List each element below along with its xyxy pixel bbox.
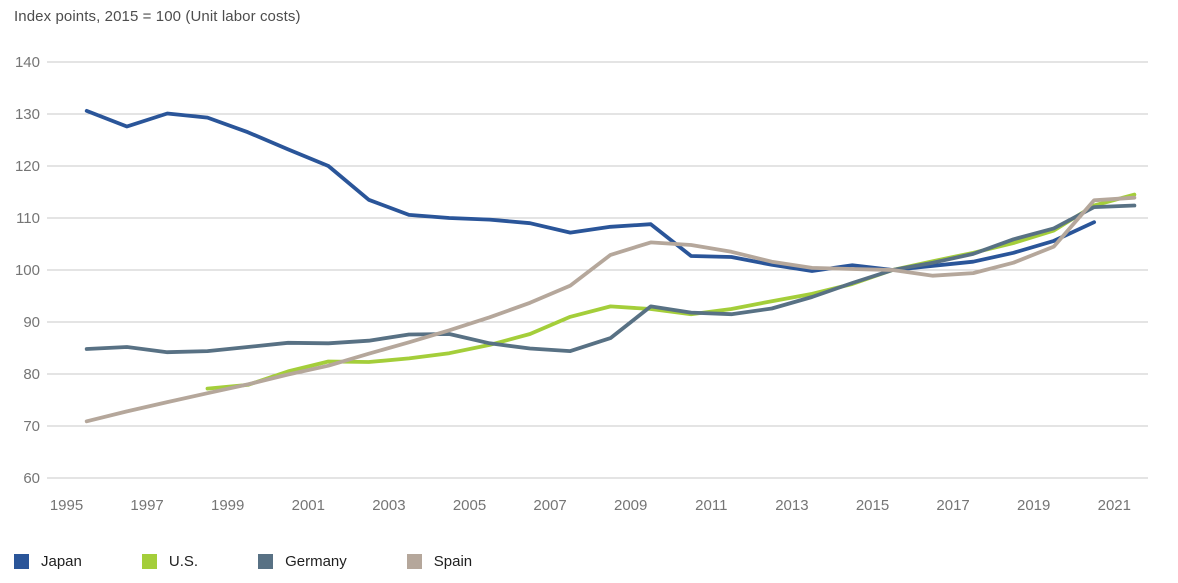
legend-label-japan: Japan xyxy=(41,553,82,570)
y-tick-label-120: 120 xyxy=(15,158,40,175)
x-tick-label-2009: 2009 xyxy=(614,497,647,514)
x-tick-label-2013: 2013 xyxy=(775,497,808,514)
x-tick-label-2017: 2017 xyxy=(936,497,969,514)
x-tick-label-2015: 2015 xyxy=(856,497,889,514)
x-tick-label-2001: 2001 xyxy=(292,497,325,514)
legend-label-germany: Germany xyxy=(285,553,347,570)
series-line-spain xyxy=(84,195,1137,424)
series-line-germany xyxy=(84,203,1137,355)
x-tick-label-1997: 1997 xyxy=(130,497,163,514)
chart-title: Index points, 2015 = 100 (Unit labor cos… xyxy=(14,8,301,25)
legend-swatch-germany xyxy=(258,554,274,569)
x-tick-label-1995: 1995 xyxy=(50,497,83,514)
x-tick-label-2021: 2021 xyxy=(1098,497,1131,514)
x-tick-label-1999: 1999 xyxy=(211,497,244,514)
legend-item-us: U.S. xyxy=(141,553,199,570)
y-tick-label-140: 140 xyxy=(15,54,40,71)
y-tick-label-110: 110 xyxy=(16,210,40,227)
y-tick-label-80: 80 xyxy=(23,366,40,383)
x-tick-label-2011: 2011 xyxy=(695,497,727,514)
y-tick-label-60: 60 xyxy=(23,470,40,487)
series-line-japan xyxy=(84,109,1096,273)
y-tick-label-100: 100 xyxy=(15,262,40,279)
y-tick-label-130: 130 xyxy=(15,106,40,123)
legend-swatch-japan xyxy=(14,554,29,569)
legend-label-us: U.S. xyxy=(168,553,199,570)
chart-legend: Japan U.S. Germany Spain xyxy=(14,553,472,570)
x-tick-label-2003: 2003 xyxy=(372,497,405,514)
x-tick-label-2019: 2019 xyxy=(1017,497,1050,514)
legend-label-spain: Spain xyxy=(433,553,473,570)
line-chart: 60 70 80 90 100 110 120 130 140 1995 1997 1999 2001 2… xyxy=(15,54,1148,514)
legend-item-germany: Germany xyxy=(258,553,347,570)
x-tick-label-2007: 2007 xyxy=(533,497,566,514)
legend-item-japan: Japan xyxy=(14,553,82,570)
legend-item-spain: Spain xyxy=(406,553,473,570)
x-tick-label-2005: 2005 xyxy=(453,497,486,514)
legend-swatch-spain xyxy=(406,554,422,569)
legend-swatch-us xyxy=(141,554,157,569)
y-tick-label-70: 70 xyxy=(23,418,40,435)
y-tick-label-90: 90 xyxy=(23,314,40,331)
